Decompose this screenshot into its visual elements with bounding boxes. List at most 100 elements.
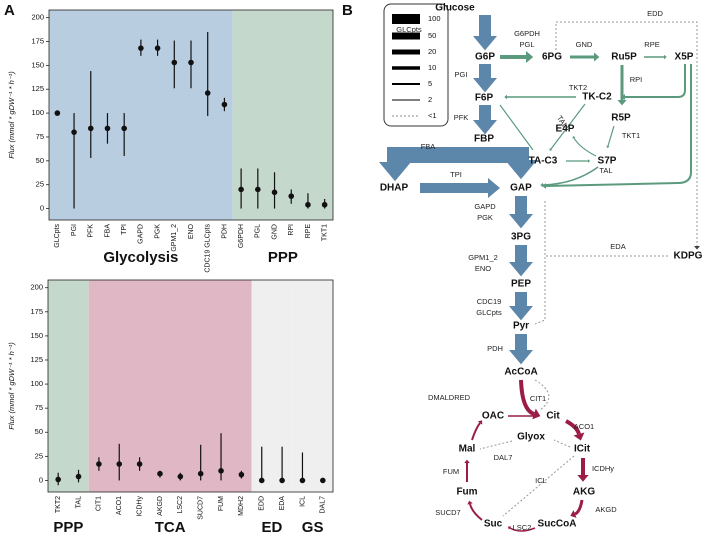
flux-arrow: [478, 147, 537, 180]
group-label: ED: [262, 519, 283, 536]
flux-arrow: [519, 379, 541, 420]
enzyme: EDA: [610, 242, 625, 251]
y-tick-label: 175: [30, 307, 43, 316]
point: [116, 461, 123, 467]
y-tick-label: 150: [31, 60, 44, 69]
x-tick-label: FBA: [104, 224, 111, 238]
x-tick-label: GLCpts: [54, 224, 61, 248]
metabolite: E4P: [556, 124, 575, 135]
y-tick-label: 200: [30, 283, 43, 292]
x-tick-label: ICDHy: [136, 496, 143, 517]
legend-label: 50: [428, 31, 436, 40]
enzyme: DAL7: [494, 453, 513, 462]
enzyme: G6PDH: [514, 29, 540, 38]
point: [255, 186, 261, 193]
metabolite: R5P: [611, 113, 631, 124]
enzyme: ICL: [535, 476, 547, 485]
point: [71, 129, 77, 135]
point: [54, 110, 61, 116]
glyox-route: [553, 439, 571, 448]
glyox-route: [479, 440, 513, 450]
flux-arrow: [467, 500, 483, 521]
x-tick-label: DAL7: [320, 496, 327, 514]
x-tick-label: RPE: [305, 224, 312, 239]
metabolite: GAP: [510, 183, 532, 194]
enzyme: ACO1: [574, 422, 594, 431]
x-tick-label: LSC2: [177, 496, 184, 514]
x-tick-label: EDA: [279, 496, 286, 511]
metabolite: KDPG: [674, 251, 703, 262]
x-tick-label: PGL: [255, 224, 262, 238]
x-tick-label: PDH: [221, 224, 228, 239]
x-tick-label: FUM: [218, 496, 225, 511]
group-label: PPP: [53, 519, 83, 536]
flux-arrow: [549, 103, 586, 151]
metabolite: F6P: [475, 93, 494, 104]
x-tick-label: MDH2: [238, 496, 245, 516]
point: [238, 471, 245, 478]
y-tick-label: 25: [36, 180, 44, 189]
enzyme: ENO: [475, 264, 491, 273]
transport-route: [534, 379, 550, 411]
point: [138, 45, 144, 51]
point: [271, 189, 278, 196]
metabolite: 3PG: [511, 232, 531, 243]
enzyme: CIT1: [530, 394, 546, 403]
plot-frame: [47, 279, 334, 493]
point: [104, 125, 111, 132]
legend: 100 50 20 10 5 2 <1: [383, 3, 449, 127]
x-tick-label: TKT2: [55, 496, 62, 513]
metabolite: PEP: [511, 279, 531, 290]
metabolite: Pyr: [513, 321, 529, 332]
y-tick-label: 0: [39, 475, 43, 484]
group-background: [232, 10, 333, 220]
metabolite: AKG: [573, 487, 595, 498]
point: [87, 125, 94, 132]
metabolite: Suc: [484, 519, 503, 530]
metabolite: TK-C2: [582, 92, 612, 103]
x-tick-label: CDC19 GLCpts: [205, 224, 212, 273]
metabolite: TA-C3: [529, 156, 558, 167]
point: [157, 470, 163, 477]
y-tick-label: 125: [31, 84, 44, 93]
flux-arrow: [570, 499, 584, 518]
x-tick-label: TPI: [121, 224, 128, 235]
flux-arrow: [471, 420, 483, 441]
point: [258, 477, 265, 484]
panel-a: Glycolysis PPP 0 25 50 75 100 125 150 175 200 Flux …: [7, 9, 334, 536]
point: [238, 186, 244, 193]
y-tick-label: 0: [40, 204, 44, 213]
y-tick-label: 200: [31, 13, 44, 22]
flux-arrow: [621, 64, 686, 100]
x-tick-label: ACO1: [116, 496, 123, 515]
point: [96, 461, 102, 467]
edd-route: [555, 21, 700, 250]
metabolite: DHAP: [380, 183, 409, 194]
enzyme: ICDHy: [592, 464, 614, 473]
legend-label: <1: [428, 111, 437, 120]
flux-arrow: [540, 166, 599, 188]
flux-arrow: [499, 104, 534, 151]
point: [197, 470, 204, 477]
metabolite: Glyox: [517, 432, 545, 443]
group-background: [251, 280, 293, 492]
group-background: [48, 280, 89, 492]
panel-label: B: [342, 2, 353, 19]
metabolite: G6P: [475, 52, 495, 63]
point: [221, 101, 228, 108]
glyox-route: [502, 455, 575, 517]
group-label: PPP: [268, 249, 298, 266]
y-tick-label: 75: [36, 132, 44, 141]
enzyme: AKGD: [595, 505, 617, 514]
y-tick-label: 50: [35, 427, 43, 436]
y-tick-label: 125: [30, 355, 43, 364]
group-label: GS: [302, 519, 324, 536]
enzyme: GLCpts: [476, 308, 502, 317]
y-tick-label: 25: [35, 451, 43, 460]
flux-arrow: [542, 64, 692, 189]
x-tick-label: GAPD: [138, 224, 145, 244]
point: [279, 477, 285, 484]
point: [171, 59, 178, 66]
metabolite: ICit: [574, 444, 591, 455]
